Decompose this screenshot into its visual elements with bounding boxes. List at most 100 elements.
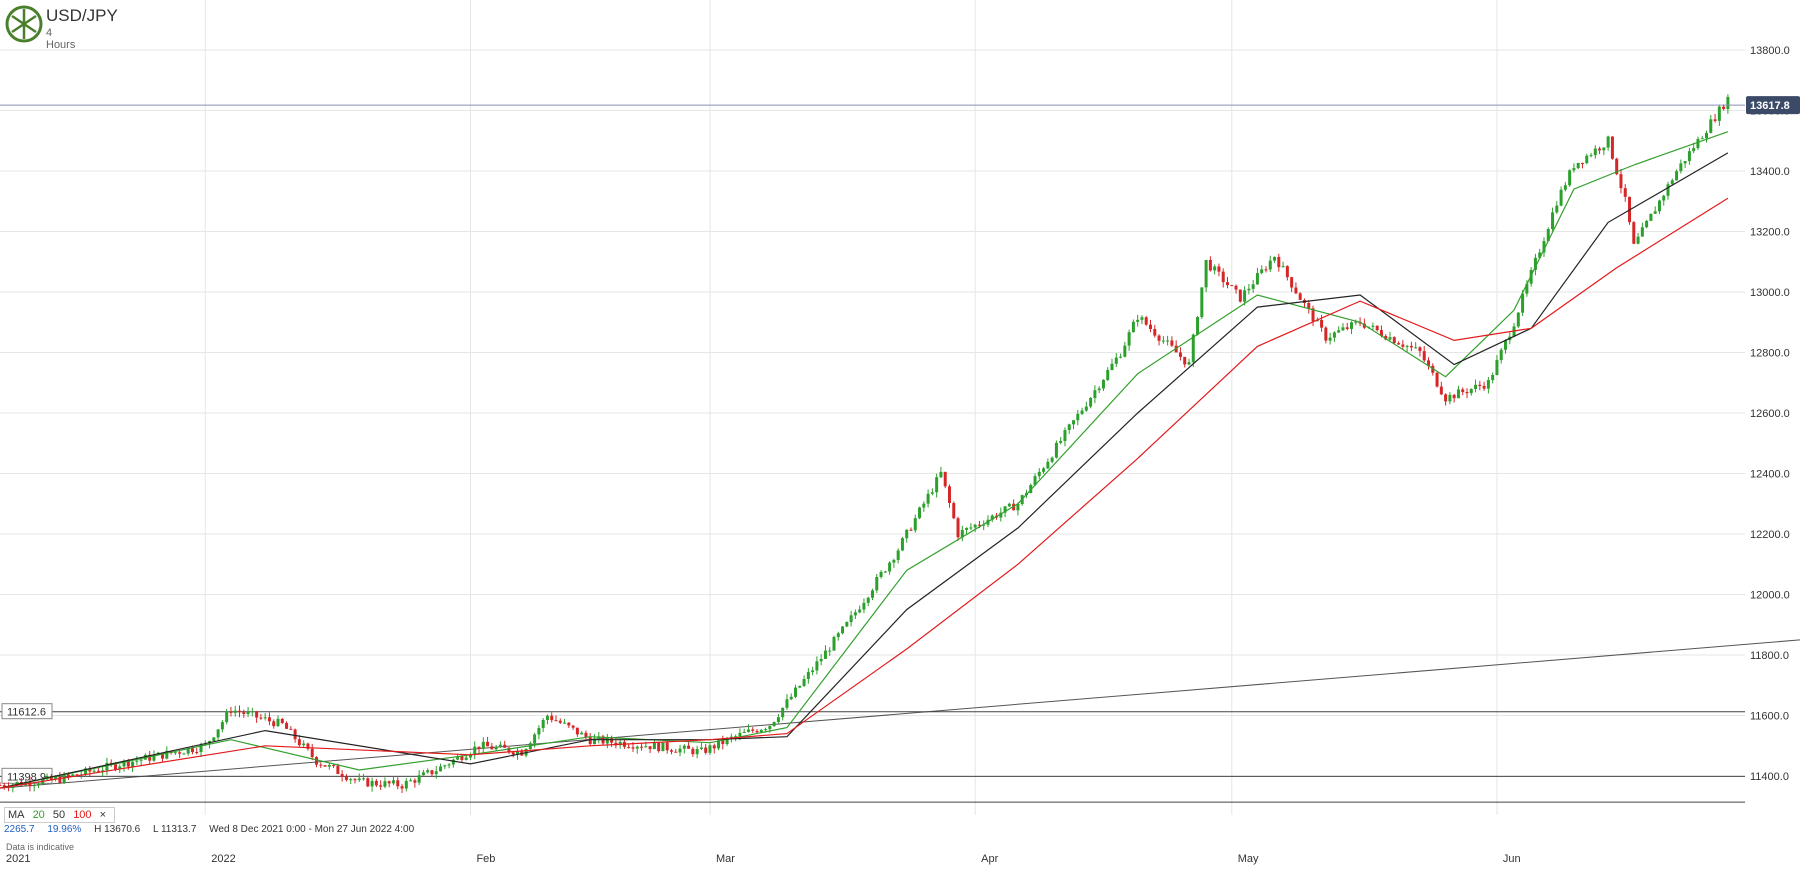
- candle-body: [1542, 241, 1546, 253]
- candle-body: [113, 763, 117, 770]
- candle-body: [516, 750, 520, 755]
- candle-body: [708, 745, 712, 753]
- candle-body: [362, 778, 366, 780]
- candle-body: [1563, 185, 1567, 190]
- candle-body: [554, 720, 558, 722]
- candle-body: [92, 770, 96, 772]
- candle-body: [845, 622, 849, 627]
- ma-50-label[interactable]: 50: [52, 809, 66, 821]
- candle-body: [1461, 389, 1465, 393]
- y-tick-label: 12600.0: [1750, 408, 1790, 420]
- candle-body: [7, 786, 11, 789]
- candle-body: [764, 729, 768, 731]
- candle-body: [1170, 340, 1174, 346]
- candle-body: [973, 524, 977, 528]
- candle-body: [896, 550, 900, 560]
- current-price-tag: [1746, 96, 1800, 115]
- candle-body: [353, 779, 357, 781]
- candle-body: [1705, 132, 1709, 139]
- candle-body: [182, 753, 186, 755]
- candle-body: [1491, 374, 1495, 381]
- candle-body: [605, 737, 609, 744]
- ma-20-label[interactable]: 20: [32, 809, 45, 821]
- candle-body: [1050, 457, 1054, 462]
- candle-body: [28, 781, 32, 787]
- candle-body: [1208, 259, 1212, 271]
- candle-body: [173, 752, 177, 754]
- candle-body: [1123, 345, 1127, 357]
- ma-legend[interactable]: MA 20 50 100 ×: [4, 807, 116, 823]
- candle-body: [1666, 184, 1670, 196]
- candle-body: [443, 765, 447, 767]
- candle-body: [0, 785, 2, 787]
- candle-body: [178, 752, 182, 754]
- candle-body: [314, 757, 318, 765]
- candle-body: [357, 778, 361, 781]
- candle-body: [139, 759, 143, 761]
- candle-body: [460, 756, 464, 760]
- candle-body: [965, 527, 969, 530]
- candle-body: [550, 715, 554, 721]
- candle-body: [674, 751, 678, 753]
- candle-body: [105, 762, 109, 771]
- candle-body: [464, 757, 468, 760]
- candle-body: [1405, 345, 1409, 347]
- candle-body: [1277, 256, 1281, 268]
- candle-body: [1469, 388, 1473, 394]
- candle-body: [789, 696, 793, 700]
- candle-body: [1089, 397, 1093, 407]
- candle-body: [1572, 168, 1576, 171]
- candle-body: [1341, 327, 1345, 331]
- candle-body: [486, 741, 490, 747]
- candle-body: [122, 760, 126, 767]
- candle-body: [233, 710, 237, 713]
- candle-body: [1243, 290, 1247, 302]
- candle-body: [1482, 385, 1486, 389]
- candle-body: [1713, 119, 1717, 121]
- candle-body: [1619, 174, 1623, 189]
- candle-body: [1606, 136, 1610, 148]
- candle-body: [477, 746, 481, 749]
- close-icon[interactable]: ×: [99, 809, 107, 821]
- candle-body: [1153, 328, 1157, 336]
- candle-body: [190, 748, 194, 753]
- candle-body: [195, 752, 199, 754]
- logo-icon: [5, 5, 43, 43]
- candle-body: [794, 687, 798, 697]
- candle-body: [62, 774, 66, 783]
- candle-body: [592, 738, 596, 745]
- candle-body: [473, 746, 477, 755]
- candle-body: [366, 778, 370, 787]
- candle-body: [1221, 271, 1225, 283]
- candle-body: [1499, 349, 1503, 361]
- candle-body: [507, 747, 511, 753]
- candle-body: [1144, 317, 1148, 325]
- candle-body: [1465, 392, 1469, 394]
- candle-body: [203, 743, 207, 745]
- candle-body: [1290, 277, 1294, 288]
- candle-body: [1260, 269, 1264, 274]
- candle-body: [250, 711, 254, 713]
- candle-body: [498, 744, 502, 747]
- candle-body: [430, 770, 434, 775]
- candle-body: [717, 740, 721, 749]
- candle-body: [1657, 200, 1661, 212]
- candle-body: [396, 780, 400, 787]
- candle-body: [781, 707, 785, 718]
- candle-body: [776, 717, 780, 722]
- candle-body: [871, 590, 874, 598]
- candle-body: [1016, 504, 1020, 511]
- candle-body: [738, 732, 742, 737]
- candle-body: [982, 524, 986, 526]
- current-price-label: 13617.8: [1750, 100, 1790, 112]
- candle-body: [165, 750, 169, 759]
- ma-100-label[interactable]: 100: [73, 809, 92, 821]
- candle-body: [1503, 340, 1507, 350]
- candle-body: [310, 748, 314, 758]
- candle-body: [1059, 440, 1063, 443]
- candle-body: [665, 742, 669, 751]
- candle-body: [1311, 308, 1315, 322]
- candle-body: [1136, 319, 1140, 322]
